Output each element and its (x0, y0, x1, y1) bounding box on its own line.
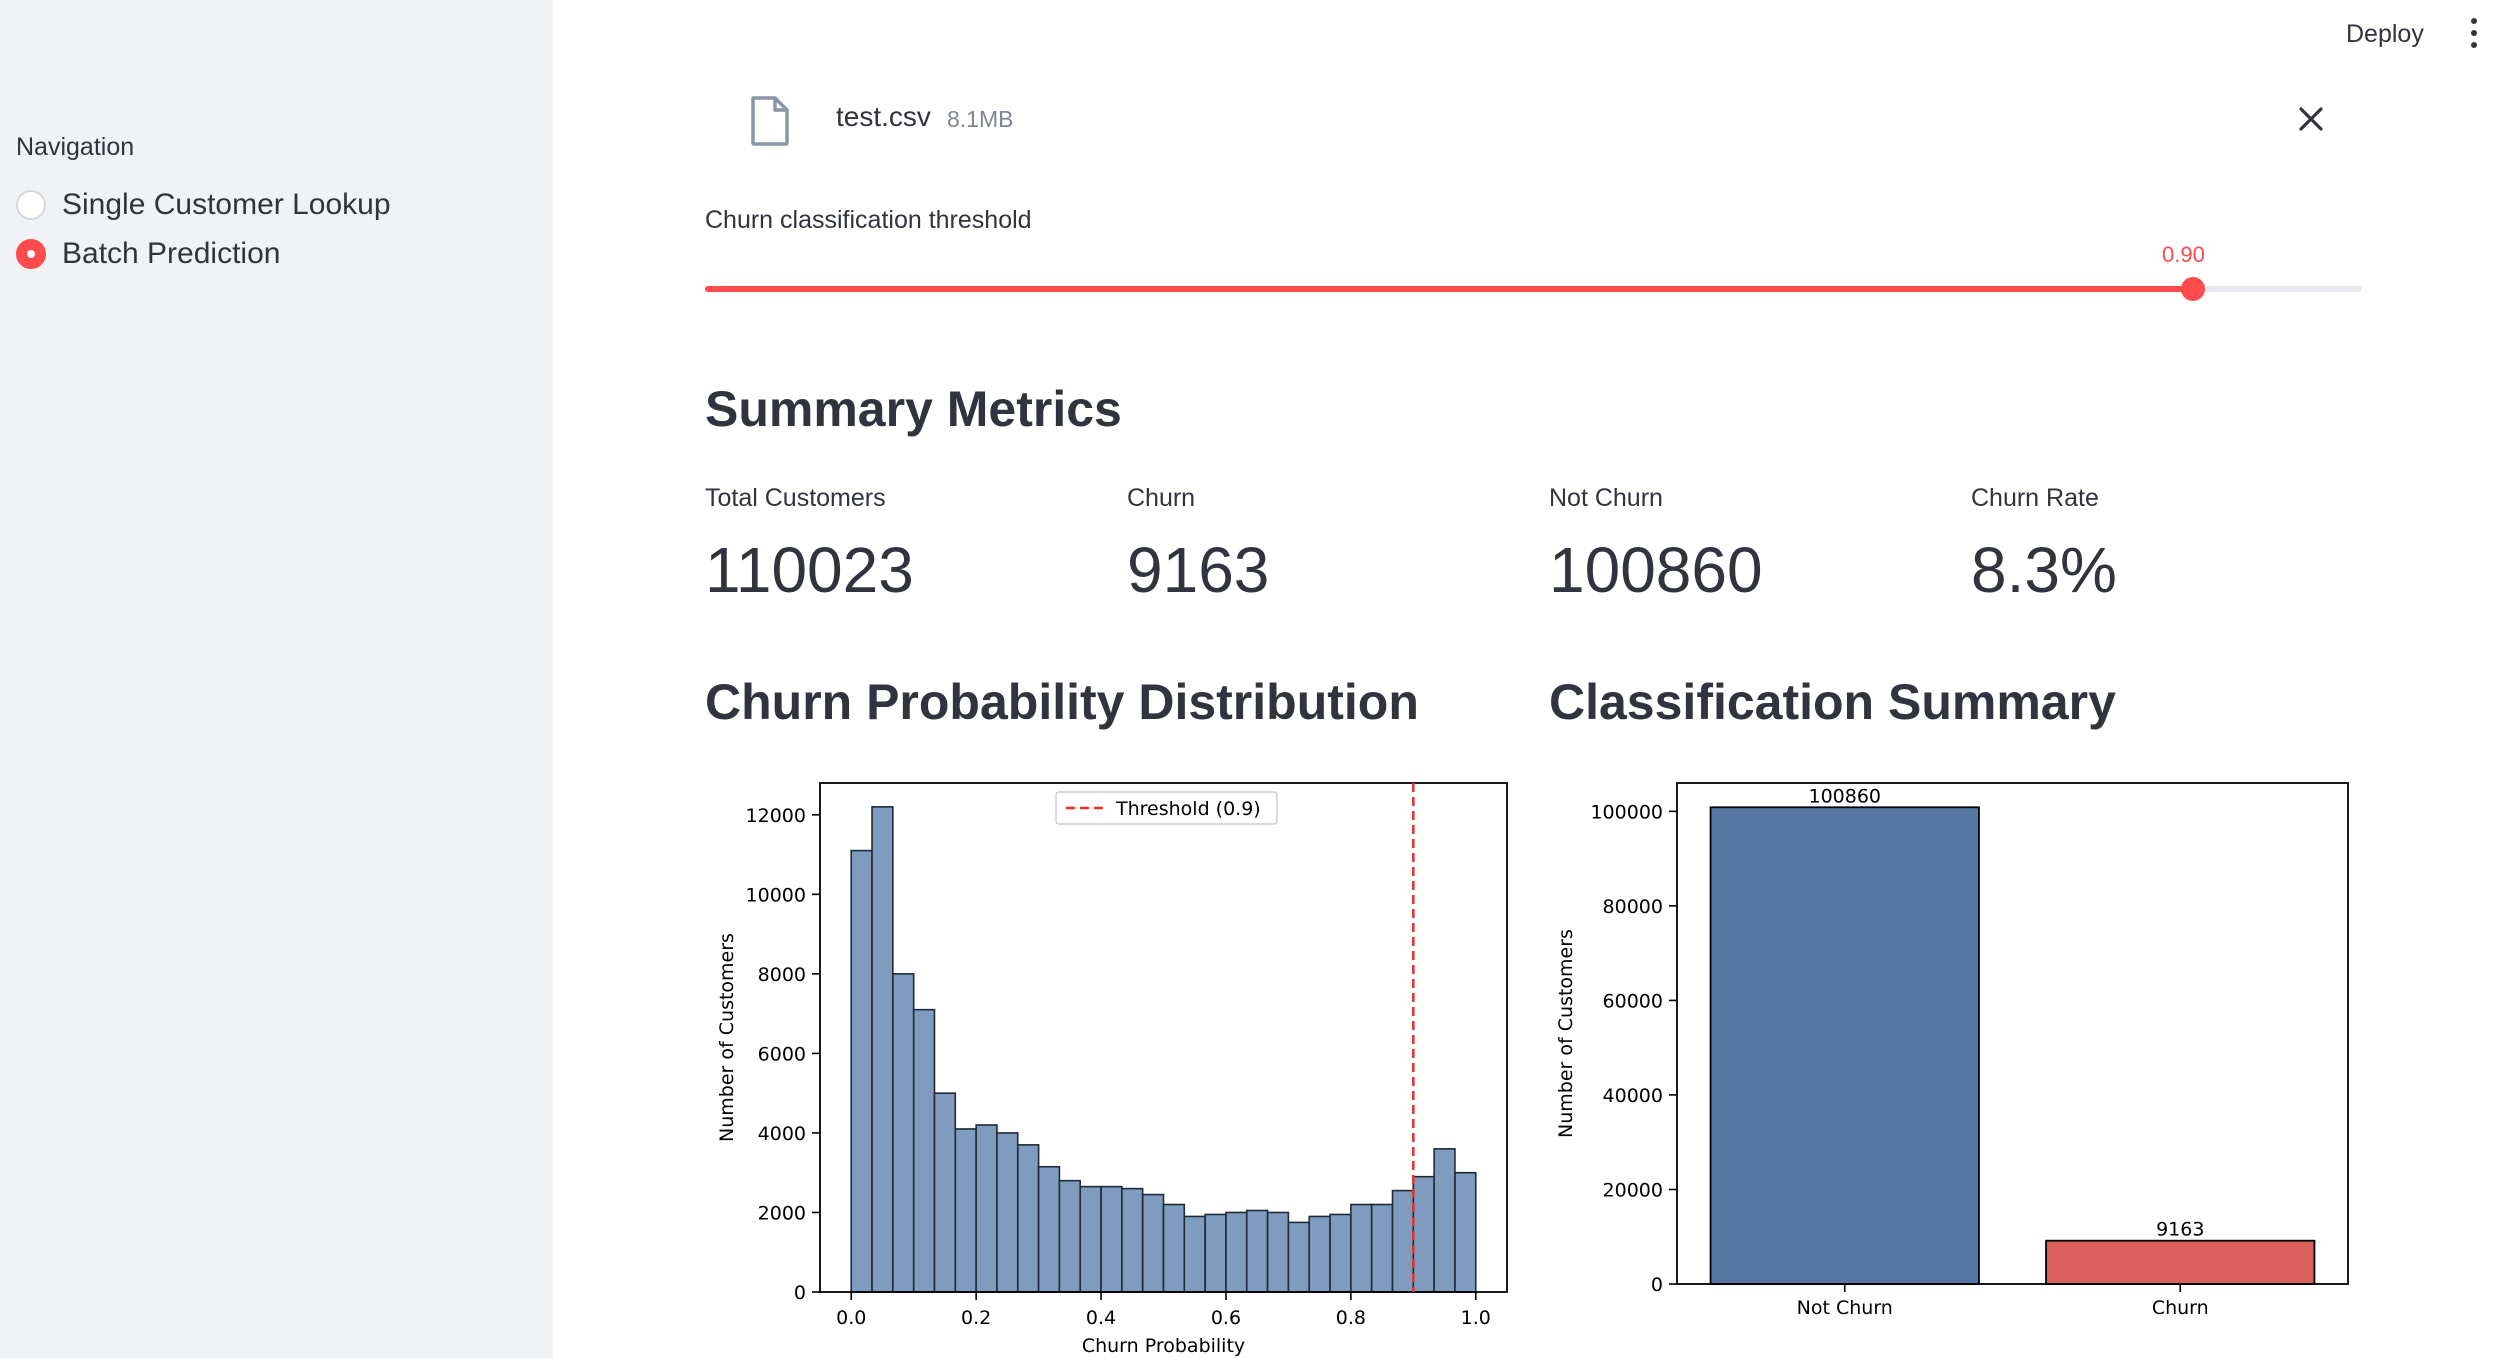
histogram-bar (1245, 1209, 1269, 1293)
classification-heading: Classification Summary (1549, 674, 2116, 730)
summary-metrics-heading: Summary Metrics (705, 381, 1122, 437)
metric-churn: Churn 9163 (1127, 484, 1269, 607)
threshold-slider[interactable] (705, 277, 2362, 301)
classification-bar (2045, 1239, 2316, 1285)
histogram-bar (1454, 1171, 1477, 1293)
radio-checked-icon[interactable] (16, 239, 46, 269)
metric-value: 9163 (1127, 534, 1270, 606)
churn-probability-histogram: 0.0 0.2 0.4 0.6 0.8 1.0 0 2000 4000 6000 8000 10000… (716, 782, 1508, 1357)
histogram-bar (954, 1128, 977, 1293)
file-name: test.csv (836, 101, 931, 132)
file-icon (751, 96, 789, 146)
plot-frame (1676, 782, 2349, 1285)
metric-label: Not Churn (1549, 484, 1663, 512)
plot-frame (819, 782, 1508, 1293)
histogram-bar (1433, 1148, 1456, 1293)
histogram-bar (1412, 1175, 1435, 1293)
threshold-slider-label: Churn classification threshold (705, 206, 1032, 234)
metric-value: 110023 (705, 534, 914, 606)
threshold-slider-fill (705, 286, 2193, 292)
histogram-bar (1162, 1203, 1186, 1293)
histogram-bar (1100, 1185, 1123, 1293)
y-tick-label: 60000 (1603, 990, 1663, 1012)
metric-total-customers: Total Customers 110023 (705, 484, 914, 607)
file-size: 8.1MB (947, 106, 1014, 132)
x-tick-label: 0.4 (1086, 1307, 1116, 1329)
metric-label: Churn (1127, 484, 1196, 512)
x-tick-label: Not Churn (1797, 1297, 1893, 1319)
y-tick-label: 6000 (758, 1043, 806, 1065)
x-tick-label: 1.0 (1461, 1307, 1491, 1329)
metric-value: 100860 (1549, 534, 1763, 606)
nav-radio-label: Single Customer Lookup (62, 188, 391, 221)
histogram-bar (1016, 1144, 1040, 1293)
histogram-bar (1225, 1211, 1248, 1293)
nav-radio-single-customer-lookup[interactable]: Single Customer Lookup (16, 188, 391, 222)
deploy-button[interactable]: Deploy (2346, 20, 2424, 48)
y-tick-label: 40000 (1603, 1085, 1663, 1107)
y-tick-label: 20000 (1603, 1179, 1663, 1201)
classification-bar-chart: 100860 Not Churn 9163 Churn 0 20000 40000 60000… (1555, 782, 2349, 1319)
y-tick-label: 80000 (1603, 896, 1663, 918)
sidebar: Navigation Single Customer Lookup Batch … (0, 0, 553, 1358)
y-tick-label: 4000 (758, 1123, 806, 1145)
navigation-title: Navigation (16, 133, 135, 161)
metric-label: Total Customers (705, 484, 886, 512)
y-tick-label: 0 (1651, 1274, 1663, 1296)
radio-unchecked-icon[interactable] (16, 190, 46, 220)
x-tick-label: 0.6 (1211, 1307, 1241, 1329)
histogram-bar (1370, 1203, 1394, 1293)
histogram-bar (871, 806, 894, 1293)
x-tick-label: 0.0 (836, 1307, 866, 1329)
histogram-bar (892, 973, 915, 1293)
bar-value-label: 9163 (2156, 1219, 2204, 1241)
histogram-bar (996, 1132, 1019, 1293)
histogram-bar (1079, 1185, 1102, 1293)
histogram-bar (1350, 1203, 1373, 1293)
y-tick-label: 0 (794, 1282, 806, 1304)
metric-value: 8.3% (1971, 534, 2117, 606)
histogram-bar (1121, 1187, 1144, 1293)
y-tick-label: 8000 (758, 964, 806, 986)
histogram-bar (1058, 1179, 1081, 1293)
y-axis-label: Number of Customers (1555, 929, 1577, 1138)
nav-radio-label: Batch Prediction (62, 237, 281, 270)
histogram-bar (1204, 1213, 1227, 1293)
histogram-bar (933, 1092, 957, 1293)
more-vertical-icon[interactable] (2466, 18, 2482, 48)
y-tick-label: 2000 (758, 1202, 806, 1224)
y-tick-label: 12000 (746, 805, 806, 827)
histogram-bar (850, 849, 873, 1293)
histogram-bar (912, 1008, 936, 1293)
y-tick-label: 100000 (1590, 801, 1663, 823)
close-icon[interactable] (2296, 104, 2326, 134)
histogram-bar (1141, 1193, 1165, 1293)
histogram-bar (1308, 1215, 1331, 1293)
histogram-bar (1183, 1215, 1206, 1293)
bar-value-label: 100860 (1808, 785, 1881, 807)
x-tick-label: 0.2 (961, 1307, 991, 1329)
distribution-heading: Churn Probability Distribution (705, 674, 1419, 730)
metric-not-churn: Not Churn 100860 (1549, 484, 1763, 607)
threshold-slider-thumb[interactable] (2181, 277, 2205, 301)
threshold-slider-value: 0.90 (2162, 242, 2205, 267)
legend-box (1055, 791, 1278, 825)
histogram-bar (1266, 1211, 1290, 1293)
legend-label: Threshold (0.9) (1115, 798, 1261, 820)
y-axis-label: Number of Customers (716, 933, 738, 1142)
histogram-bar (1037, 1165, 1061, 1293)
y-tick-label: 10000 (746, 884, 806, 906)
histogram-bar (1287, 1221, 1311, 1293)
x-tick-label: Churn (2152, 1297, 2209, 1319)
x-tick-label: 0.8 (1336, 1307, 1366, 1329)
histogram-bar (975, 1124, 998, 1293)
histogram-bar (1391, 1189, 1415, 1293)
metric-label: Churn Rate (1971, 484, 2099, 512)
nav-radio-batch-prediction[interactable]: Batch Prediction (16, 237, 280, 271)
x-axis-label: Churn Probability (1082, 1335, 1245, 1357)
histogram-bar (1329, 1213, 1352, 1293)
metric-churn-rate: Churn Rate 8.3% (1971, 484, 2117, 607)
classification-bar (1709, 806, 1980, 1285)
